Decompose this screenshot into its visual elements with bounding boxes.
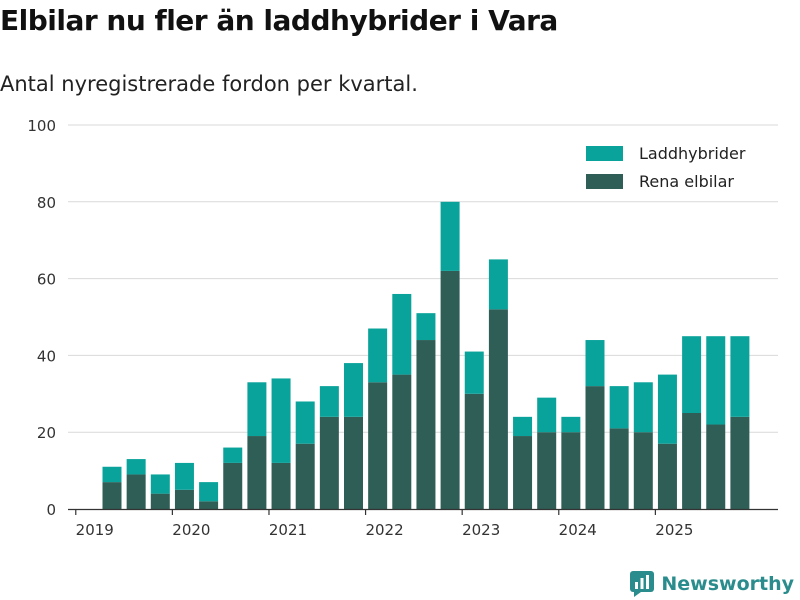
bar-rena-elbilar (513, 436, 533, 509)
legend-label: Laddhybrider (639, 144, 746, 163)
bar-laddhybrider (682, 336, 702, 413)
bar-laddhybrider (102, 466, 122, 483)
chart-title: Elbilar nu fler än laddhybrider i Vara (0, 4, 558, 37)
bar-laddhybrider (609, 386, 629, 429)
bar-rena-elbilar (150, 493, 170, 509)
bar-rena-elbilar (440, 270, 460, 509)
bar-rena-elbilar (271, 462, 291, 509)
bar-rena-elbilar (633, 432, 653, 509)
x-tick-label: 2021 (269, 521, 307, 539)
bar-rena-elbilar (537, 432, 557, 509)
bar-rena-elbilar (561, 432, 581, 509)
bar-laddhybrider (657, 374, 677, 444)
x-tick-label: 2023 (462, 521, 500, 539)
bar-rena-elbilar (609, 428, 629, 509)
newsworthy-logo: Newsworthy (629, 570, 794, 598)
bar-rena-elbilar (706, 424, 726, 509)
x-tick-label: 2020 (172, 521, 210, 539)
legend-swatch (586, 174, 623, 189)
x-tick-label: 2022 (365, 521, 403, 539)
bar-rena-elbilar (247, 436, 267, 509)
bar-laddhybrider (223, 447, 243, 463)
bar-laddhybrider (416, 313, 436, 341)
chart-subtitle: Antal nyregistrerade fordon per kvartal. (0, 72, 418, 96)
bar-rena-elbilar (174, 489, 194, 509)
bar-laddhybrider (706, 336, 726, 425)
bar-laddhybrider (392, 293, 412, 375)
legend-swatch (586, 146, 623, 161)
y-tick-label: 80 (37, 194, 56, 212)
bar-laddhybrider (488, 259, 508, 310)
bar-rena-elbilar (488, 309, 508, 509)
bar-rena-elbilar (416, 340, 436, 509)
y-tick-label: 100 (27, 117, 56, 135)
bar-laddhybrider (319, 386, 339, 417)
bar-rena-elbilar (585, 386, 605, 509)
bar-laddhybrider (174, 462, 194, 490)
bar-laddhybrider (464, 351, 484, 394)
bar-laddhybrider (585, 340, 605, 387)
bar-rena-elbilar (223, 462, 243, 509)
y-tick-label: 40 (37, 347, 56, 365)
bar-rena-elbilar (368, 382, 388, 509)
bar-laddhybrider (633, 382, 653, 433)
bar-laddhybrider (247, 382, 267, 437)
bar-rena-elbilar (102, 482, 122, 509)
bar-rena-elbilar (464, 393, 484, 509)
bar-laddhybrider (126, 459, 146, 475)
bar-rena-elbilar (126, 474, 146, 509)
bar-laddhybrider (537, 397, 557, 433)
bar-laddhybrider (440, 201, 460, 271)
bar-laddhybrider (295, 401, 315, 444)
y-tick-label: 20 (37, 424, 56, 442)
x-tick-label: 2019 (76, 521, 114, 539)
bar-rena-elbilar (682, 413, 702, 509)
x-tick-label: 2025 (655, 521, 693, 539)
y-tick-label: 0 (46, 501, 56, 519)
bar-laddhybrider (513, 416, 533, 437)
bar-laddhybrider (271, 378, 291, 463)
bar-laddhybrider (730, 336, 750, 417)
bar-rena-elbilar (392, 374, 412, 509)
bar-rena-elbilar (730, 416, 750, 509)
bar-rena-elbilar (657, 443, 677, 509)
bar-rena-elbilar (319, 416, 339, 509)
brand-name: Newsworthy (661, 573, 794, 595)
bar-rena-elbilar (199, 501, 219, 509)
x-tick-label: 2024 (559, 521, 597, 539)
legend-label: Rena elbilar (639, 172, 734, 191)
y-tick-label: 60 (37, 271, 56, 289)
bar-laddhybrider (150, 474, 170, 494)
bar-laddhybrider (199, 482, 219, 502)
bar-laddhybrider (344, 363, 363, 417)
bar-rena-elbilar (295, 443, 315, 509)
bar-laddhybrider (561, 416, 581, 433)
bar-rena-elbilar (344, 416, 363, 509)
bar-laddhybrider (368, 328, 388, 383)
newsworthy-icon (630, 571, 655, 597)
